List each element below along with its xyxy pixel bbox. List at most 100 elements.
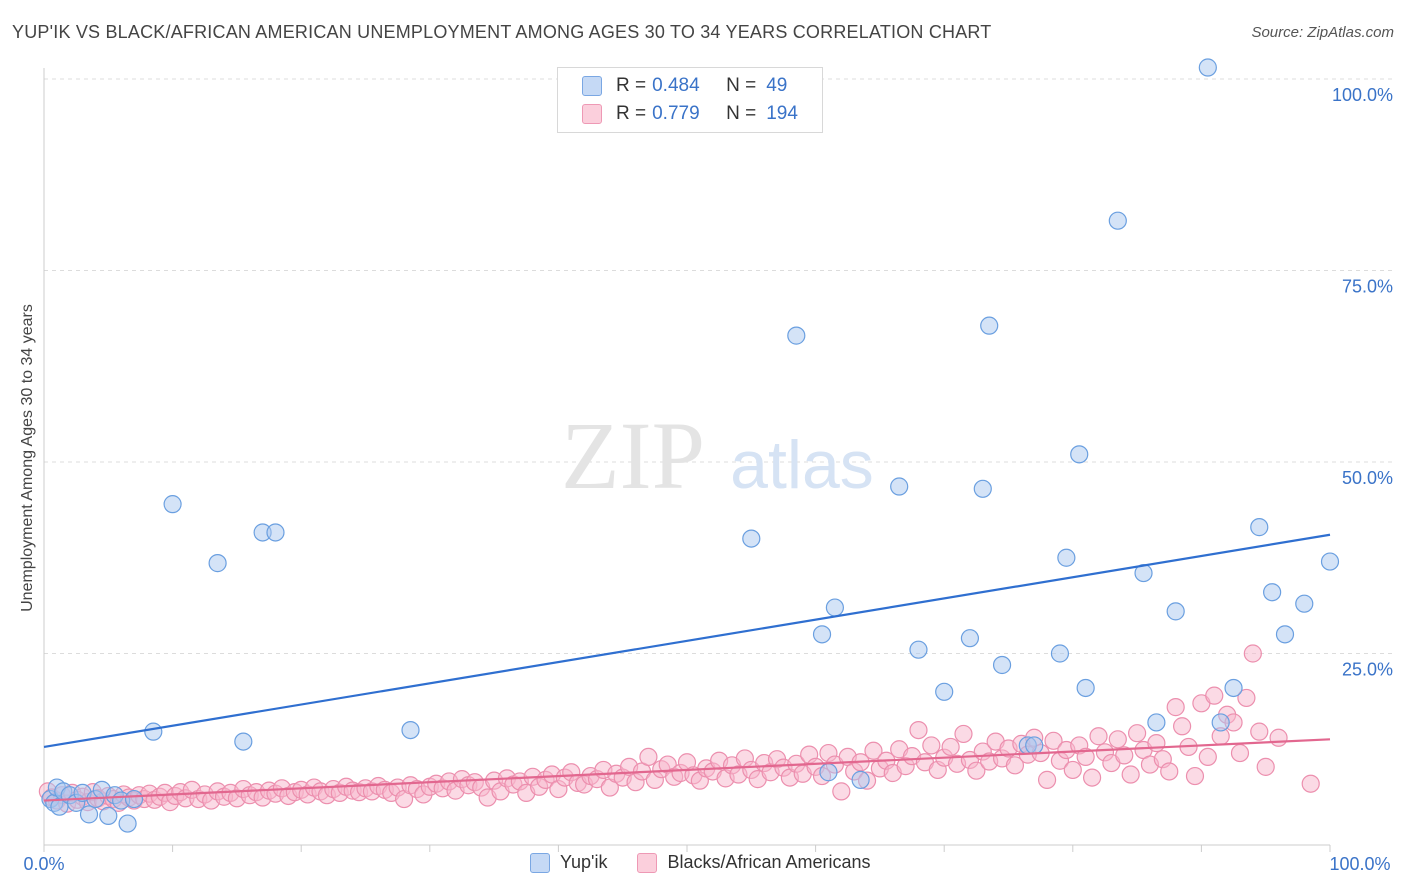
data-point xyxy=(1005,756,1025,775)
legend-swatch-yupik xyxy=(582,76,602,96)
data-point xyxy=(1256,757,1275,776)
legend-swatch-black xyxy=(637,852,658,873)
data-point xyxy=(1050,644,1070,663)
data-point xyxy=(124,789,144,809)
y-axis-title: Unemployment Among Ages 30 to 34 years xyxy=(19,304,36,612)
data-point xyxy=(1301,774,1320,793)
data-point xyxy=(1121,765,1140,784)
data-point xyxy=(401,720,420,740)
data-point xyxy=(832,782,851,801)
y-tick-label: 75.0% xyxy=(1342,277,1393,297)
n-label: N = xyxy=(726,75,757,96)
trend-lines xyxy=(43,533,1331,802)
watermark-zip: ZIP xyxy=(561,402,705,509)
data-point xyxy=(79,805,99,824)
watermark: ZIP atlas xyxy=(561,402,874,509)
data-point xyxy=(1070,445,1089,464)
data-point xyxy=(1166,698,1185,717)
data-point xyxy=(1108,730,1127,749)
legend-row-black: R = 0.779 N = 194 xyxy=(582,102,798,126)
data-point xyxy=(742,529,761,548)
data-point xyxy=(992,655,1012,675)
data-point xyxy=(941,737,960,757)
data-point xyxy=(1224,678,1243,698)
series-black-points xyxy=(38,644,1320,813)
data-point xyxy=(1237,688,1256,708)
y-tick-label: 100.0% xyxy=(1332,85,1393,105)
data-point xyxy=(1198,747,1217,767)
data-point xyxy=(787,326,806,345)
data-point xyxy=(1089,727,1108,746)
data-point xyxy=(825,598,844,617)
data-point xyxy=(1082,768,1102,787)
legend-label-black: Blacks/African Americans xyxy=(667,852,871,872)
data-point xyxy=(1269,728,1288,747)
legend-swatch-yupik xyxy=(530,852,550,873)
data-point xyxy=(1127,724,1147,743)
trend-line-yupik xyxy=(43,533,1331,749)
data-point xyxy=(967,761,986,780)
data-point xyxy=(1205,686,1224,705)
r-label: R = xyxy=(616,75,647,96)
trend-line-black xyxy=(43,738,1331,802)
source-label: Source: ZipAtlas.com xyxy=(1251,24,1394,41)
data-point xyxy=(208,554,227,573)
legend-row-yupik: R = 0.484 N = 49 xyxy=(582,74,787,98)
data-point xyxy=(639,747,658,767)
data-point xyxy=(1185,766,1205,786)
data-point xyxy=(1250,722,1269,741)
legend-item-yupik: Yup'ik xyxy=(530,852,607,873)
data-point xyxy=(1147,713,1166,732)
y-tick-label: 50.0% xyxy=(1342,468,1393,488)
n-value: 49 xyxy=(766,75,788,96)
chart-title: YUP'IK VS BLACK/AFRICAN AMERICAN UNEMPLO… xyxy=(12,22,992,42)
data-point xyxy=(163,495,182,514)
data-point xyxy=(1211,713,1230,732)
legend-label-yupik: Yup'ik xyxy=(560,852,608,872)
data-point xyxy=(1230,743,1250,763)
n-value: 194 xyxy=(766,103,798,124)
series-legend: Yup'ik Blacks/African Americans xyxy=(530,852,901,873)
legend-item-black: Blacks/African Americans xyxy=(637,852,871,873)
data-point xyxy=(1160,762,1179,781)
data-point xyxy=(1108,211,1127,230)
r-label: R = xyxy=(616,103,647,124)
data-point xyxy=(1115,746,1134,765)
data-point xyxy=(99,806,118,825)
data-point xyxy=(1263,583,1282,602)
data-point xyxy=(1320,552,1340,571)
data-point xyxy=(922,736,941,755)
data-point xyxy=(954,724,973,744)
data-point xyxy=(851,770,870,789)
data-point xyxy=(819,763,838,782)
x-tick-label-min: 0.0% xyxy=(23,854,64,874)
data-point xyxy=(1025,736,1044,755)
data-point xyxy=(960,629,980,648)
data-point xyxy=(1076,747,1095,767)
x-tick-label-max: 100.0% xyxy=(1329,854,1390,874)
legend-swatch-black xyxy=(582,104,602,124)
data-point xyxy=(812,625,832,644)
tick-labels: 25.0% 50.0% 75.0% 100.0% 0.0% 100.0% xyxy=(23,85,1393,874)
data-point xyxy=(935,682,954,701)
correlation-legend: R = 0.484 N = 49 R = 0.779 N = 194 xyxy=(557,67,823,133)
axes xyxy=(43,68,1331,852)
data-point xyxy=(1044,731,1063,750)
data-point xyxy=(1057,548,1076,567)
data-point xyxy=(1198,58,1217,77)
data-point xyxy=(1147,734,1166,753)
data-point xyxy=(1243,644,1262,663)
data-point xyxy=(1166,602,1185,621)
r-value: 0.779 xyxy=(652,103,700,124)
data-point xyxy=(234,732,253,751)
data-point xyxy=(909,720,928,740)
data-point xyxy=(1295,594,1314,613)
data-point xyxy=(144,722,163,741)
data-point xyxy=(1063,760,1082,780)
gridlines xyxy=(44,78,1392,654)
watermark-atlas: atlas xyxy=(730,427,874,503)
n-label: N = xyxy=(726,103,757,124)
y-tick-label: 25.0% xyxy=(1342,660,1393,680)
data-point xyxy=(1037,770,1057,789)
data-point xyxy=(980,316,999,335)
